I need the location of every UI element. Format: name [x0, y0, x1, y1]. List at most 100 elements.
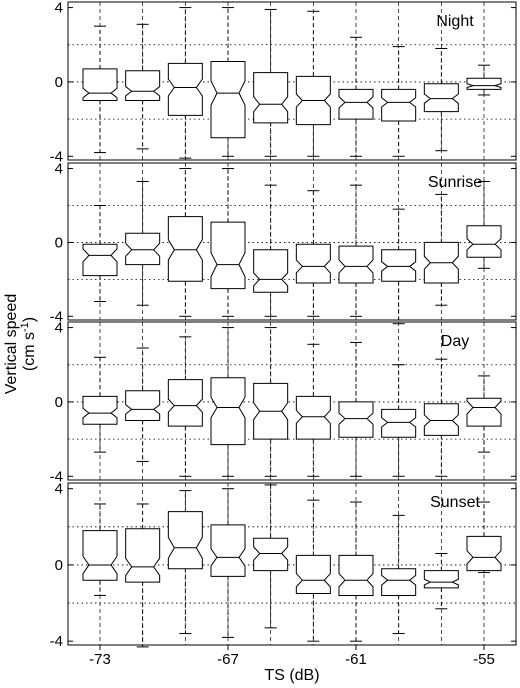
box--55	[466, 180, 502, 269]
box-body	[466, 77, 502, 90]
panel-frame	[67, 1, 517, 161]
panel-night: -4 0 4 Night	[50, 0, 517, 165]
box-body	[210, 377, 246, 446]
box-body	[125, 70, 161, 102]
y-tick-label: 4	[55, 320, 63, 337]
box-body	[210, 524, 246, 577]
panel-frame	[67, 482, 517, 646]
box--61	[338, 501, 374, 642]
box-body	[167, 511, 203, 570]
box-body	[210, 221, 246, 290]
box-body	[253, 72, 289, 124]
box--57	[423, 47, 459, 152]
box--55	[466, 501, 502, 574]
box-body	[82, 68, 118, 102]
box--67	[210, 7, 246, 157]
panel-label: Sunset	[430, 494, 480, 511]
box-body	[295, 395, 331, 440]
box--61	[338, 36, 374, 157]
box--73	[82, 356, 118, 453]
y-axis-unit-exponent: -1	[19, 322, 31, 332]
box--59	[381, 364, 417, 477]
box-body	[295, 554, 331, 595]
box--57	[423, 553, 459, 610]
box-body	[167, 62, 203, 116]
box--67	[210, 488, 246, 638]
x-tick-label: -55	[473, 651, 495, 668]
box-body	[253, 537, 289, 572]
box-body	[381, 88, 417, 122]
panel-sunset: -4 0 4 Sunset	[50, 481, 517, 650]
box-body	[466, 397, 502, 427]
box--65	[253, 8, 289, 157]
box--61	[338, 184, 374, 317]
box--69	[167, 490, 203, 635]
box-body	[381, 249, 417, 282]
box-body	[423, 83, 459, 113]
y-tick-label: 4	[55, 161, 63, 178]
box--63	[295, 499, 331, 642]
box--59	[381, 514, 417, 635]
x-axis: -73 -67 -61 -55	[89, 645, 495, 668]
box-body	[423, 570, 459, 589]
y-axis-unit-close: )	[21, 317, 38, 322]
x-tick-label: -61	[345, 651, 367, 668]
y-tick-label: 4	[55, 0, 63, 17]
box--73	[82, 25, 118, 154]
box-body	[253, 249, 289, 293]
y-tick-label: -4	[50, 308, 63, 325]
y-tick-label: 0	[55, 394, 63, 411]
box--71	[125, 180, 161, 306]
box--55	[466, 64, 502, 96]
x-axis-title: TS (dB)	[264, 667, 319, 684]
y-tick-label: -4	[50, 148, 63, 165]
panels: -4 0 4 Night -4 0 4 Sunrise -4 0 4 Day -4 0 4 Sunset	[50, 0, 517, 650]
box-body	[295, 243, 331, 284]
box--63	[295, 343, 331, 477]
box-body	[338, 88, 374, 120]
box--73	[82, 204, 118, 303]
panel-label: Night	[436, 13, 474, 30]
box-body	[338, 401, 374, 438]
box-body	[466, 225, 502, 258]
box-body	[82, 530, 118, 581]
panel-label: Sunrise	[428, 174, 482, 191]
box-body	[125, 528, 161, 583]
box--71	[125, 503, 161, 648]
box-body	[167, 379, 203, 427]
box-body	[125, 390, 161, 422]
box-body	[82, 243, 118, 277]
box--67	[210, 168, 246, 317]
y-axis-unit: (cm s-1)	[19, 317, 38, 371]
y-tick-label: 0	[55, 74, 63, 91]
box--71	[125, 23, 161, 150]
box-body	[167, 216, 203, 282]
y-tick-label: -4	[50, 633, 63, 650]
box--71	[125, 347, 161, 462]
y-tick-label: 0	[55, 234, 63, 251]
box-body	[466, 535, 502, 572]
box--67	[210, 327, 246, 477]
y-tick-label: 4	[55, 481, 63, 498]
box--61	[338, 341, 374, 477]
box--65	[253, 327, 289, 477]
box-body	[381, 408, 417, 438]
box-body	[381, 568, 417, 596]
box--69	[167, 336, 203, 477]
panel-sunrise: -4 0 4 Sunrise	[50, 161, 517, 325]
box-body	[338, 245, 374, 284]
box--59	[381, 46, 417, 157]
panel-frame	[67, 162, 517, 321]
box--65	[253, 484, 289, 629]
panel-label: Day	[441, 333, 469, 350]
box-body	[82, 395, 118, 425]
box-body	[125, 232, 161, 266]
box--65	[253, 184, 289, 317]
box-body	[210, 60, 246, 139]
box--57	[423, 358, 459, 477]
panel-frame	[67, 321, 517, 481]
box--73	[82, 503, 118, 596]
box--69	[167, 7, 203, 159]
x-tick-label: -67	[217, 651, 239, 668]
